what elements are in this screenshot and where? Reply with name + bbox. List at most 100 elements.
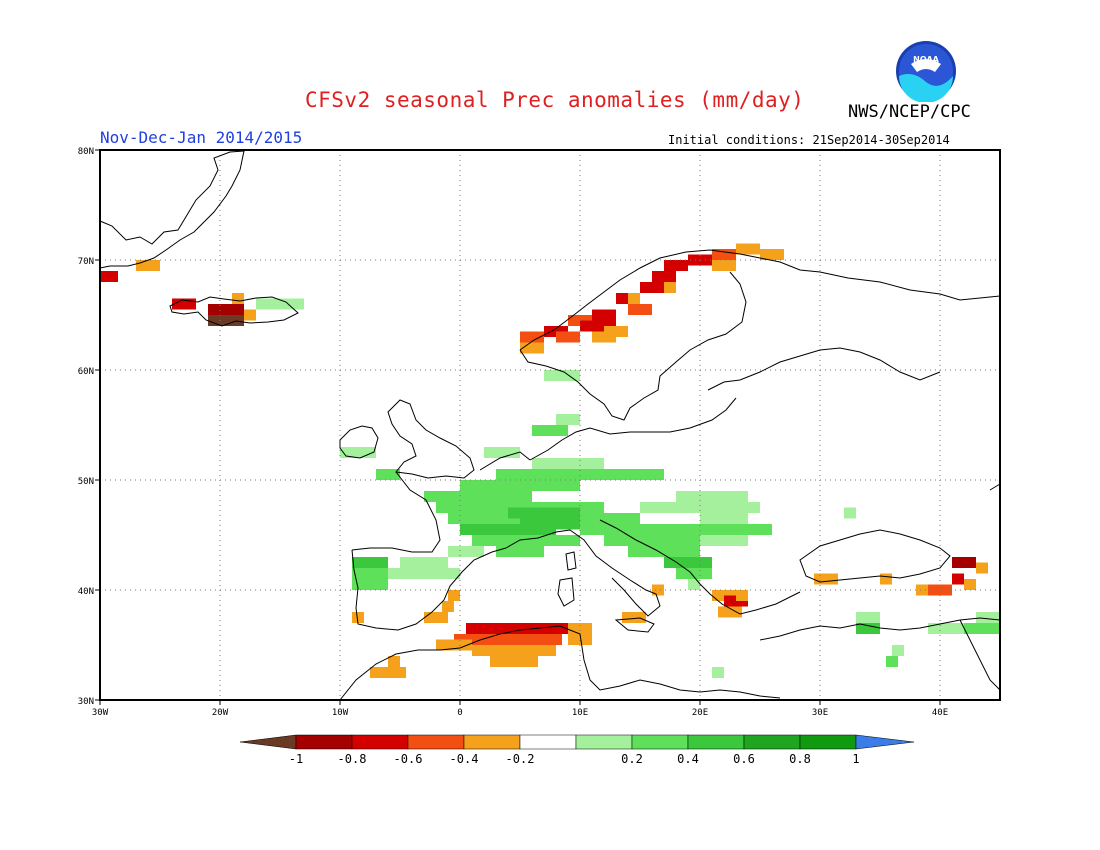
lat-tick-label: 70N	[78, 257, 94, 267]
anomaly-cell	[508, 507, 580, 519]
anomaly-cell	[100, 271, 118, 282]
anomaly-cell	[688, 579, 700, 590]
anomaly-cell	[700, 513, 748, 524]
anomaly-cell	[520, 342, 544, 354]
lon-tick-label: 10W	[332, 708, 349, 718]
anomaly-cell	[472, 645, 556, 656]
anomaly-cell	[496, 546, 544, 557]
anomaly-cell	[964, 579, 976, 590]
anomaly-cell	[556, 414, 580, 425]
anomaly-cell	[592, 309, 616, 321]
anomaly-cell	[532, 425, 568, 436]
anomaly-cell	[676, 491, 748, 502]
anomaly-cell	[520, 518, 580, 530]
anomaly-cell	[490, 656, 538, 667]
lon-tick-label: 0	[457, 708, 462, 718]
anomaly-cell	[466, 623, 574, 634]
anomaly-cell	[436, 639, 472, 651]
anomaly-cell	[424, 612, 448, 623]
anomaly-cell	[712, 260, 736, 271]
anomaly-cell	[352, 612, 364, 623]
anomaly-cell	[340, 447, 376, 458]
anomaly-cell	[676, 568, 712, 579]
anomaly-cell	[628, 546, 700, 557]
anomaly-cell	[460, 480, 580, 491]
anomaly-cell	[700, 535, 748, 546]
map-grid	[100, 150, 1000, 700]
anomaly-cell	[280, 298, 304, 310]
lat-tick-label: 60N	[78, 367, 94, 377]
anomaly-cell	[484, 447, 520, 458]
anomaly-cell	[604, 535, 700, 546]
anomaly-cell	[520, 331, 544, 343]
anomaly-cell	[736, 590, 748, 601]
anomaly-cell	[628, 304, 652, 315]
anomaly-cell	[760, 249, 784, 260]
anomaly-cell	[256, 298, 280, 310]
anomaly-cell	[460, 524, 556, 535]
lon-tick-label: 10E	[572, 708, 588, 718]
anomaly-cell	[640, 502, 760, 513]
anomaly-cell	[880, 573, 892, 585]
anomaly-cell	[424, 491, 532, 502]
latitude-tick-labels: 80N 70N 60N 50N 40N 30N	[78, 147, 100, 707]
anomaly-cell	[556, 331, 580, 343]
anomaly-cell	[652, 584, 664, 596]
anomaly-cell	[496, 469, 664, 480]
lat-tick-label: 30N	[78, 697, 94, 707]
lon-tick-label: 20W	[212, 708, 229, 718]
init-conditions-label: Initial conditions: 21Sep2014-30Sep2014	[668, 133, 950, 147]
anomaly-cell	[718, 606, 742, 618]
lon-tick-label: 20E	[692, 708, 708, 718]
anomaly-cell	[976, 612, 1000, 623]
anomaly-cell	[928, 623, 964, 634]
anomaly-cell	[232, 293, 244, 304]
anomaly-cell	[388, 656, 400, 667]
anomaly-cell	[856, 612, 880, 623]
anomaly-cell	[724, 524, 772, 535]
anomaly-cell	[376, 469, 400, 480]
anomaly-cell	[580, 524, 724, 535]
anomaly-cell	[244, 309, 256, 321]
anomaly-cell	[472, 535, 532, 546]
anomaly-cell	[352, 568, 388, 579]
anomaly-cell	[370, 667, 406, 678]
anomaly-cell	[976, 562, 988, 574]
anomaly-cell	[712, 667, 724, 678]
anomaly-cell	[568, 634, 592, 645]
anomaly-cell	[400, 557, 448, 568]
anomaly-cell	[952, 573, 964, 585]
anomaly-cell	[568, 623, 592, 634]
anomaly-cell	[388, 568, 460, 579]
anomaly-cell	[652, 271, 676, 282]
anomaly-cell	[664, 260, 688, 271]
coastlines	[99, 150, 1001, 701]
anomaly-cell	[352, 579, 388, 590]
anomaly-cells	[100, 243, 1000, 678]
period-label: Nov-Dec-Jan 2014/2015	[100, 128, 303, 147]
lon-tick-label: 30E	[812, 708, 828, 718]
anomaly-cell	[208, 315, 244, 326]
anomaly-cell	[352, 557, 388, 568]
noaa-logo-icon: NOAA	[896, 41, 956, 102]
lat-tick-label: 80N	[78, 147, 94, 157]
anomaly-cell	[736, 243, 760, 255]
lat-tick-label: 40N	[78, 587, 94, 597]
anomaly-cell	[448, 590, 460, 601]
anomaly-cell	[532, 458, 604, 469]
anomaly-cell	[172, 298, 196, 310]
anomaly-cell	[544, 370, 580, 381]
anomaly-cell	[454, 634, 562, 645]
anomaly-cell	[664, 282, 676, 293]
anomaly-cell	[580, 320, 616, 332]
anomaly-cell	[532, 535, 580, 546]
lat-tick-label: 50N	[78, 477, 94, 487]
anomaly-cell	[664, 557, 712, 568]
anomaly-cell	[712, 249, 736, 260]
anomaly-cell	[622, 612, 646, 623]
anomaly-cell	[628, 293, 640, 304]
anomaly-cell	[592, 331, 616, 343]
org-label: NWS/NCEP/CPC	[848, 102, 971, 122]
anomaly-cell	[640, 282, 664, 293]
